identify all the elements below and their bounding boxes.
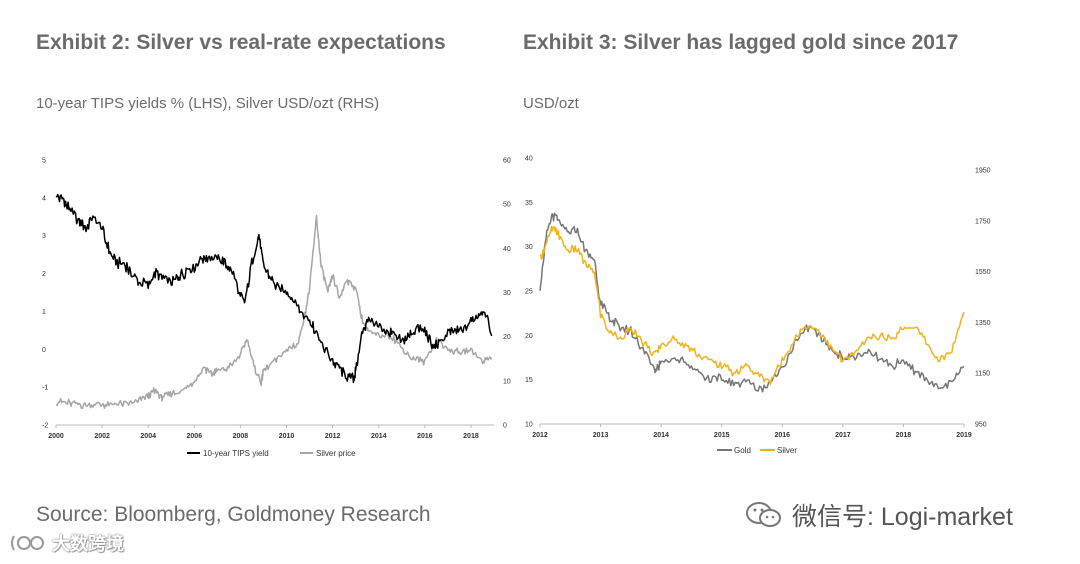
x-tick-label: 2018 — [463, 433, 479, 440]
y-left-tick-label: 25 — [525, 289, 533, 296]
wechat-watermark: 微信号: Logi-market — [744, 497, 1013, 533]
y-left-tick-label: -2 — [42, 423, 48, 430]
y-right-tick-label: 1150 — [975, 371, 990, 378]
y-right-tick-label: 40 — [503, 246, 511, 253]
y-right-tick-label: 950 — [975, 422, 987, 429]
right-chart-subtitle: USD/ozt — [523, 95, 579, 112]
legend-label-silver-price: Silver price — [316, 449, 356, 458]
y-left-tick-label: 2 — [42, 271, 46, 278]
y-left-tick-label: 0 — [42, 347, 46, 354]
x-tick-label: 2006 — [187, 433, 203, 440]
y-right-tick-label: 10 — [503, 378, 511, 385]
right-chart: 10 15 20 25 30 35 40 950 1150 1350 1550 1750 1950 201… — [525, 156, 991, 456]
series-line-gold — [539, 212, 965, 393]
y-left-tick-label: 4 — [42, 195, 46, 202]
x-tick-label: 2016 — [417, 433, 433, 440]
y-left-tick-label: 3 — [42, 233, 46, 240]
x-tick-label: 2012 — [325, 433, 341, 440]
wechat-icon — [746, 502, 781, 527]
y-right-tick-label: 1750 — [975, 218, 991, 225]
y-right-tick-label: 20 — [503, 334, 511, 341]
x-tick-label: 2019 — [956, 432, 972, 439]
y-right-tick-label: 1950 — [975, 168, 991, 175]
right-legend: Gold Silver — [717, 446, 797, 455]
y-right-tick-label: 1550 — [975, 269, 991, 276]
right-chart-title: Exhibit 3: Silver has lagged gold since … — [523, 31, 959, 54]
y-left-tick-label: 5 — [42, 158, 46, 165]
y-left-tick-label: 40 — [525, 156, 533, 163]
series-line-silver-price — [55, 214, 493, 410]
series-line-10-year-tips-yield — [55, 193, 493, 384]
source-note: Source: Bloomberg, Goldmoney Research — [36, 503, 431, 526]
x-tick-label: 2014 — [653, 432, 669, 439]
brand-watermark: 大数跨境 — [8, 530, 124, 556]
y-left-tick-label: 1 — [42, 309, 46, 316]
series-line-silver — [539, 225, 965, 386]
x-tick-label: 2013 — [593, 432, 609, 439]
legend-label-silver: Silver — [777, 446, 797, 455]
brand-logo-icon — [11, 535, 44, 551]
y-left-tick-label: 35 — [525, 200, 533, 207]
y-left-tick-label: 15 — [525, 377, 533, 384]
y-right-tick-label: 30 — [503, 290, 511, 297]
x-tick-label: 2014 — [371, 433, 387, 440]
left-chart-subtitle: 10-year TIPS yields % (LHS), Silver USD/… — [36, 95, 380, 112]
y-right-tick-label: 50 — [503, 202, 511, 209]
y-left-tick-label: 10 — [525, 422, 533, 429]
left-legend: 10-year TIPS yield Silver price — [187, 449, 356, 458]
x-tick-label: 2017 — [835, 432, 851, 439]
y-left-tick-label: 30 — [525, 244, 533, 251]
y-left-tick-label: 20 — [525, 333, 533, 340]
wechat-id: 微信号: Logi-market — [792, 503, 1013, 531]
x-tick-label: 2012 — [532, 432, 548, 439]
legend-label-gold: Gold — [734, 446, 751, 455]
x-tick-label: 2004 — [140, 433, 156, 440]
x-tick-label: 2010 — [279, 433, 295, 440]
x-tick-label: 2015 — [714, 432, 730, 439]
y-right-tick-label: 0 — [503, 423, 507, 430]
left-chart-title: Exhibit 2: Silver vs real-rate expectati… — [36, 31, 446, 54]
x-tick-label: 2000 — [48, 433, 64, 440]
y-right-tick-label: 60 — [503, 158, 511, 165]
y-left-tick-label: -1 — [42, 385, 48, 392]
x-tick-label: 2016 — [774, 432, 790, 439]
y-right-tick-label: 1350 — [975, 320, 991, 327]
x-tick-label: 2018 — [896, 432, 912, 439]
x-tick-label: 2002 — [94, 433, 110, 440]
legend-label-tips: 10-year TIPS yield — [203, 449, 269, 458]
brand-name: 大数跨境 — [52, 534, 124, 554]
x-tick-label: 2008 — [233, 433, 249, 440]
